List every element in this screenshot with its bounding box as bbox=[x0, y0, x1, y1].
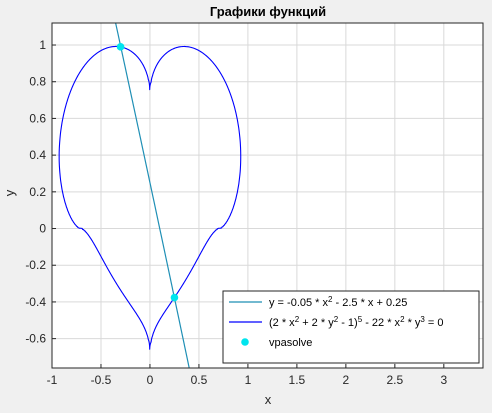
y-tick-label: 0.8 bbox=[29, 75, 46, 89]
x-tick-label: -1 bbox=[47, 373, 58, 387]
solution-point bbox=[116, 43, 125, 51]
y-tick-label: -0.6 bbox=[25, 332, 46, 346]
y-tick-label: -0.4 bbox=[25, 295, 46, 309]
x-tick-label: 0 bbox=[147, 373, 154, 387]
y-tick-label: 0.2 bbox=[29, 185, 46, 199]
y-tick-label: 0.4 bbox=[29, 148, 46, 162]
x-tick-label: 3 bbox=[440, 373, 447, 387]
y-tick-label: -0.2 bbox=[25, 258, 46, 272]
x-axis-label: x bbox=[265, 392, 272, 407]
x-tick-label: 2.5 bbox=[386, 373, 403, 387]
x-tick-label: -0.5 bbox=[91, 373, 112, 387]
chart-title: Графики функций bbox=[210, 4, 326, 19]
line-series bbox=[115, 23, 190, 368]
legend-box bbox=[222, 290, 480, 364]
x-tick-label: 0.5 bbox=[191, 373, 208, 387]
x-tick-label: 1 bbox=[245, 373, 252, 387]
legend-label: y = -0.05 * x2 - 2.5 * x + 0.25 bbox=[269, 295, 407, 310]
y-tick-label: 0 bbox=[39, 222, 46, 236]
ticks: -1 -0.5 0 0.5 1 1.5 2 2.5 3 -0.6 -0.4 -0.2 0 0.2 0.4 0.… bbox=[25, 38, 447, 387]
legend-label: (2 * x2 + 2 * y2 - 1)5 - 22 * x2 * y3 = … bbox=[269, 315, 444, 330]
legend-label: vpasolve bbox=[269, 337, 312, 349]
y-axis-label: y bbox=[2, 189, 17, 196]
heart-curve-series bbox=[58, 45, 242, 350]
x-tick-label: 2 bbox=[343, 373, 350, 387]
y-tick-label: 1 bbox=[39, 38, 46, 52]
axes-box bbox=[51, 22, 484, 369]
solution-point bbox=[170, 293, 179, 302]
y-tick-label: 0.6 bbox=[29, 111, 46, 125]
series-layer bbox=[58, 23, 242, 368]
legend: y = -0.05 * x2 - 2.5 * x + 0.25 (2 * x2 +… bbox=[222, 290, 480, 364]
legend-marker-points bbox=[241, 338, 249, 346]
x-tick-label: 1.5 bbox=[289, 373, 306, 387]
